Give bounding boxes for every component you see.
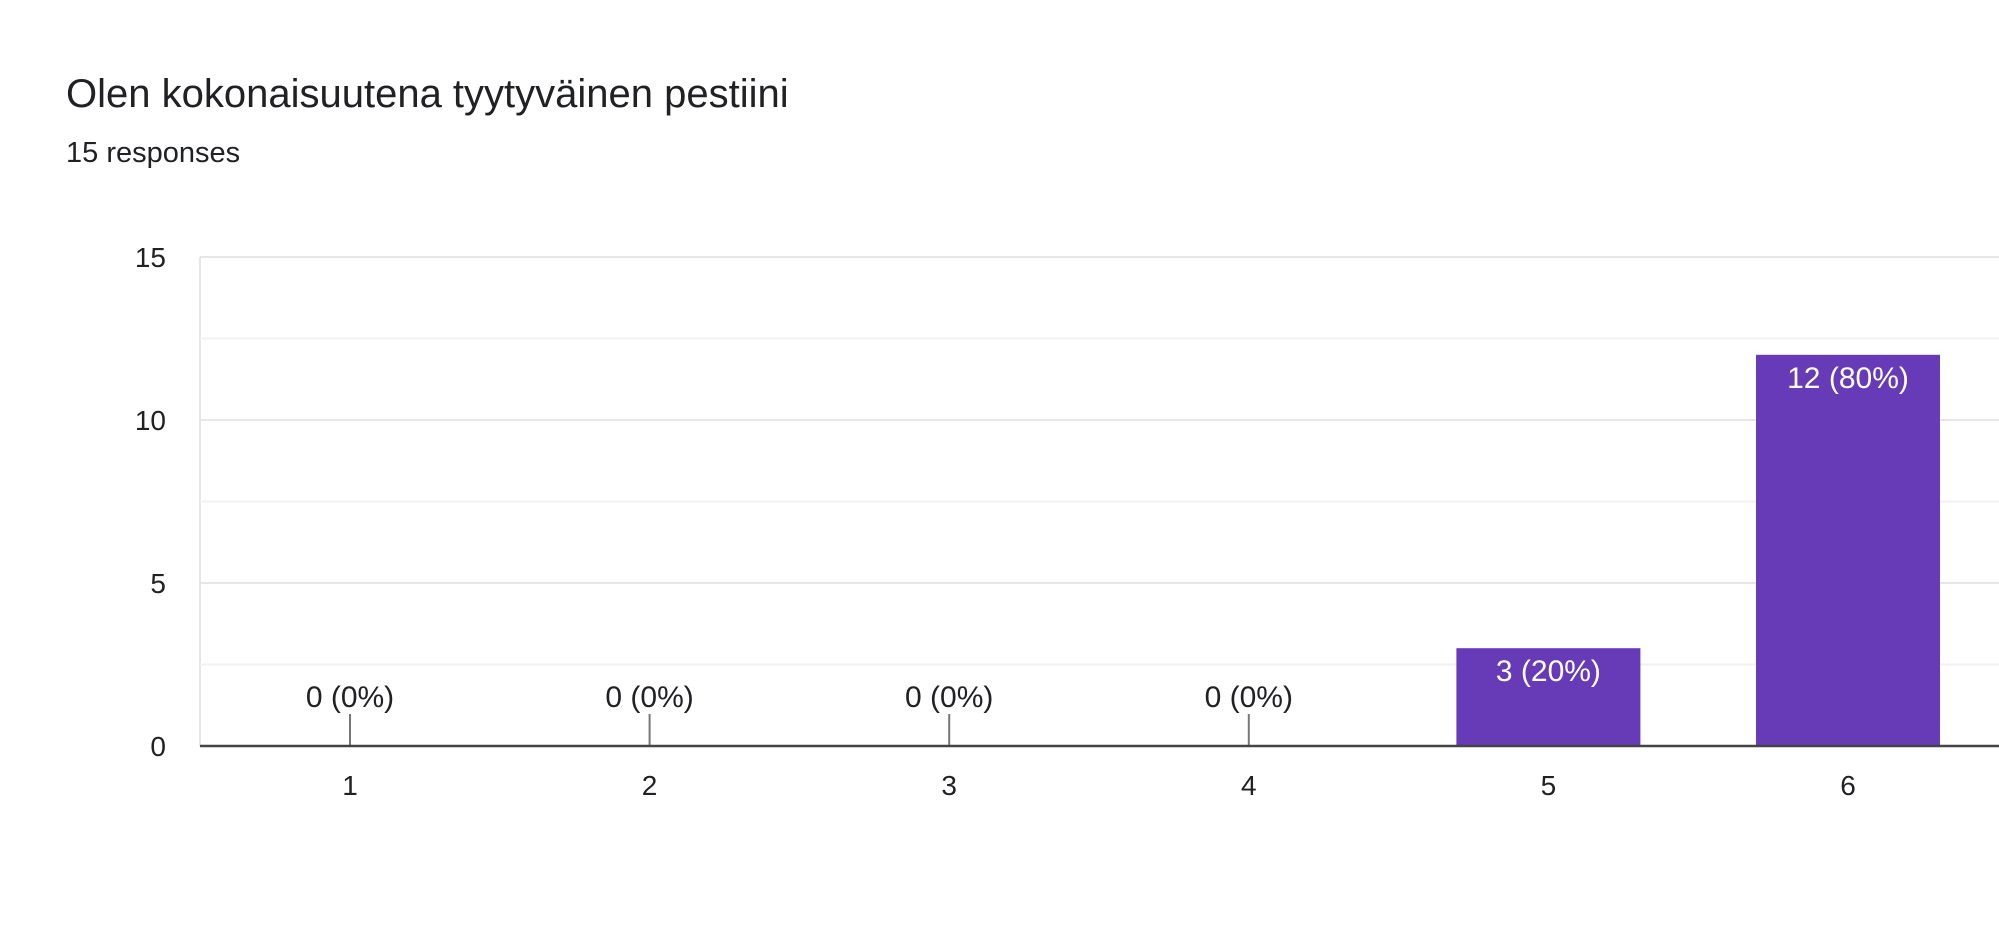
- bar-6: [1756, 354, 1940, 746]
- data-labels: 0 (0%) 0 (0%) 0 (0%) 0 (0%) 3 (20%) 12 (80%): [306, 362, 1909, 714]
- data-label: 0 (0%): [1205, 681, 1293, 714]
- x-tick-label: 2: [642, 770, 658, 801]
- y-tick-label: 0: [150, 731, 166, 762]
- bars: [349, 354, 1940, 746]
- chart-title: Olen kokonaisuutena tyytyväinen pestiini: [66, 72, 789, 116]
- x-tick-label: 5: [1541, 770, 1557, 801]
- response-count: 15 responses: [66, 137, 241, 169]
- x-tick-label: 1: [342, 770, 358, 801]
- data-label: 12 (80%): [1787, 362, 1909, 395]
- bar-5: [1456, 648, 1641, 746]
- data-label: 0 (0%): [306, 681, 394, 714]
- y-tick-label: 15: [135, 242, 166, 273]
- data-label: 0 (0%): [605, 681, 693, 714]
- y-tick-label: 5: [150, 568, 166, 599]
- x-tick-label: 6: [1840, 770, 1856, 801]
- data-label: 0 (0%): [905, 681, 993, 714]
- x-tick-label: 4: [1241, 770, 1257, 801]
- gridlines: [199, 256, 1999, 746]
- x-axis-ticks: 1 2 3 4 5 6: [342, 770, 1856, 801]
- y-tick-label: 10: [135, 405, 166, 436]
- data-label: 3 (20%): [1496, 655, 1601, 688]
- y-axis-ticks: 0 5 10 15: [135, 242, 166, 762]
- x-tick-label: 3: [941, 770, 957, 801]
